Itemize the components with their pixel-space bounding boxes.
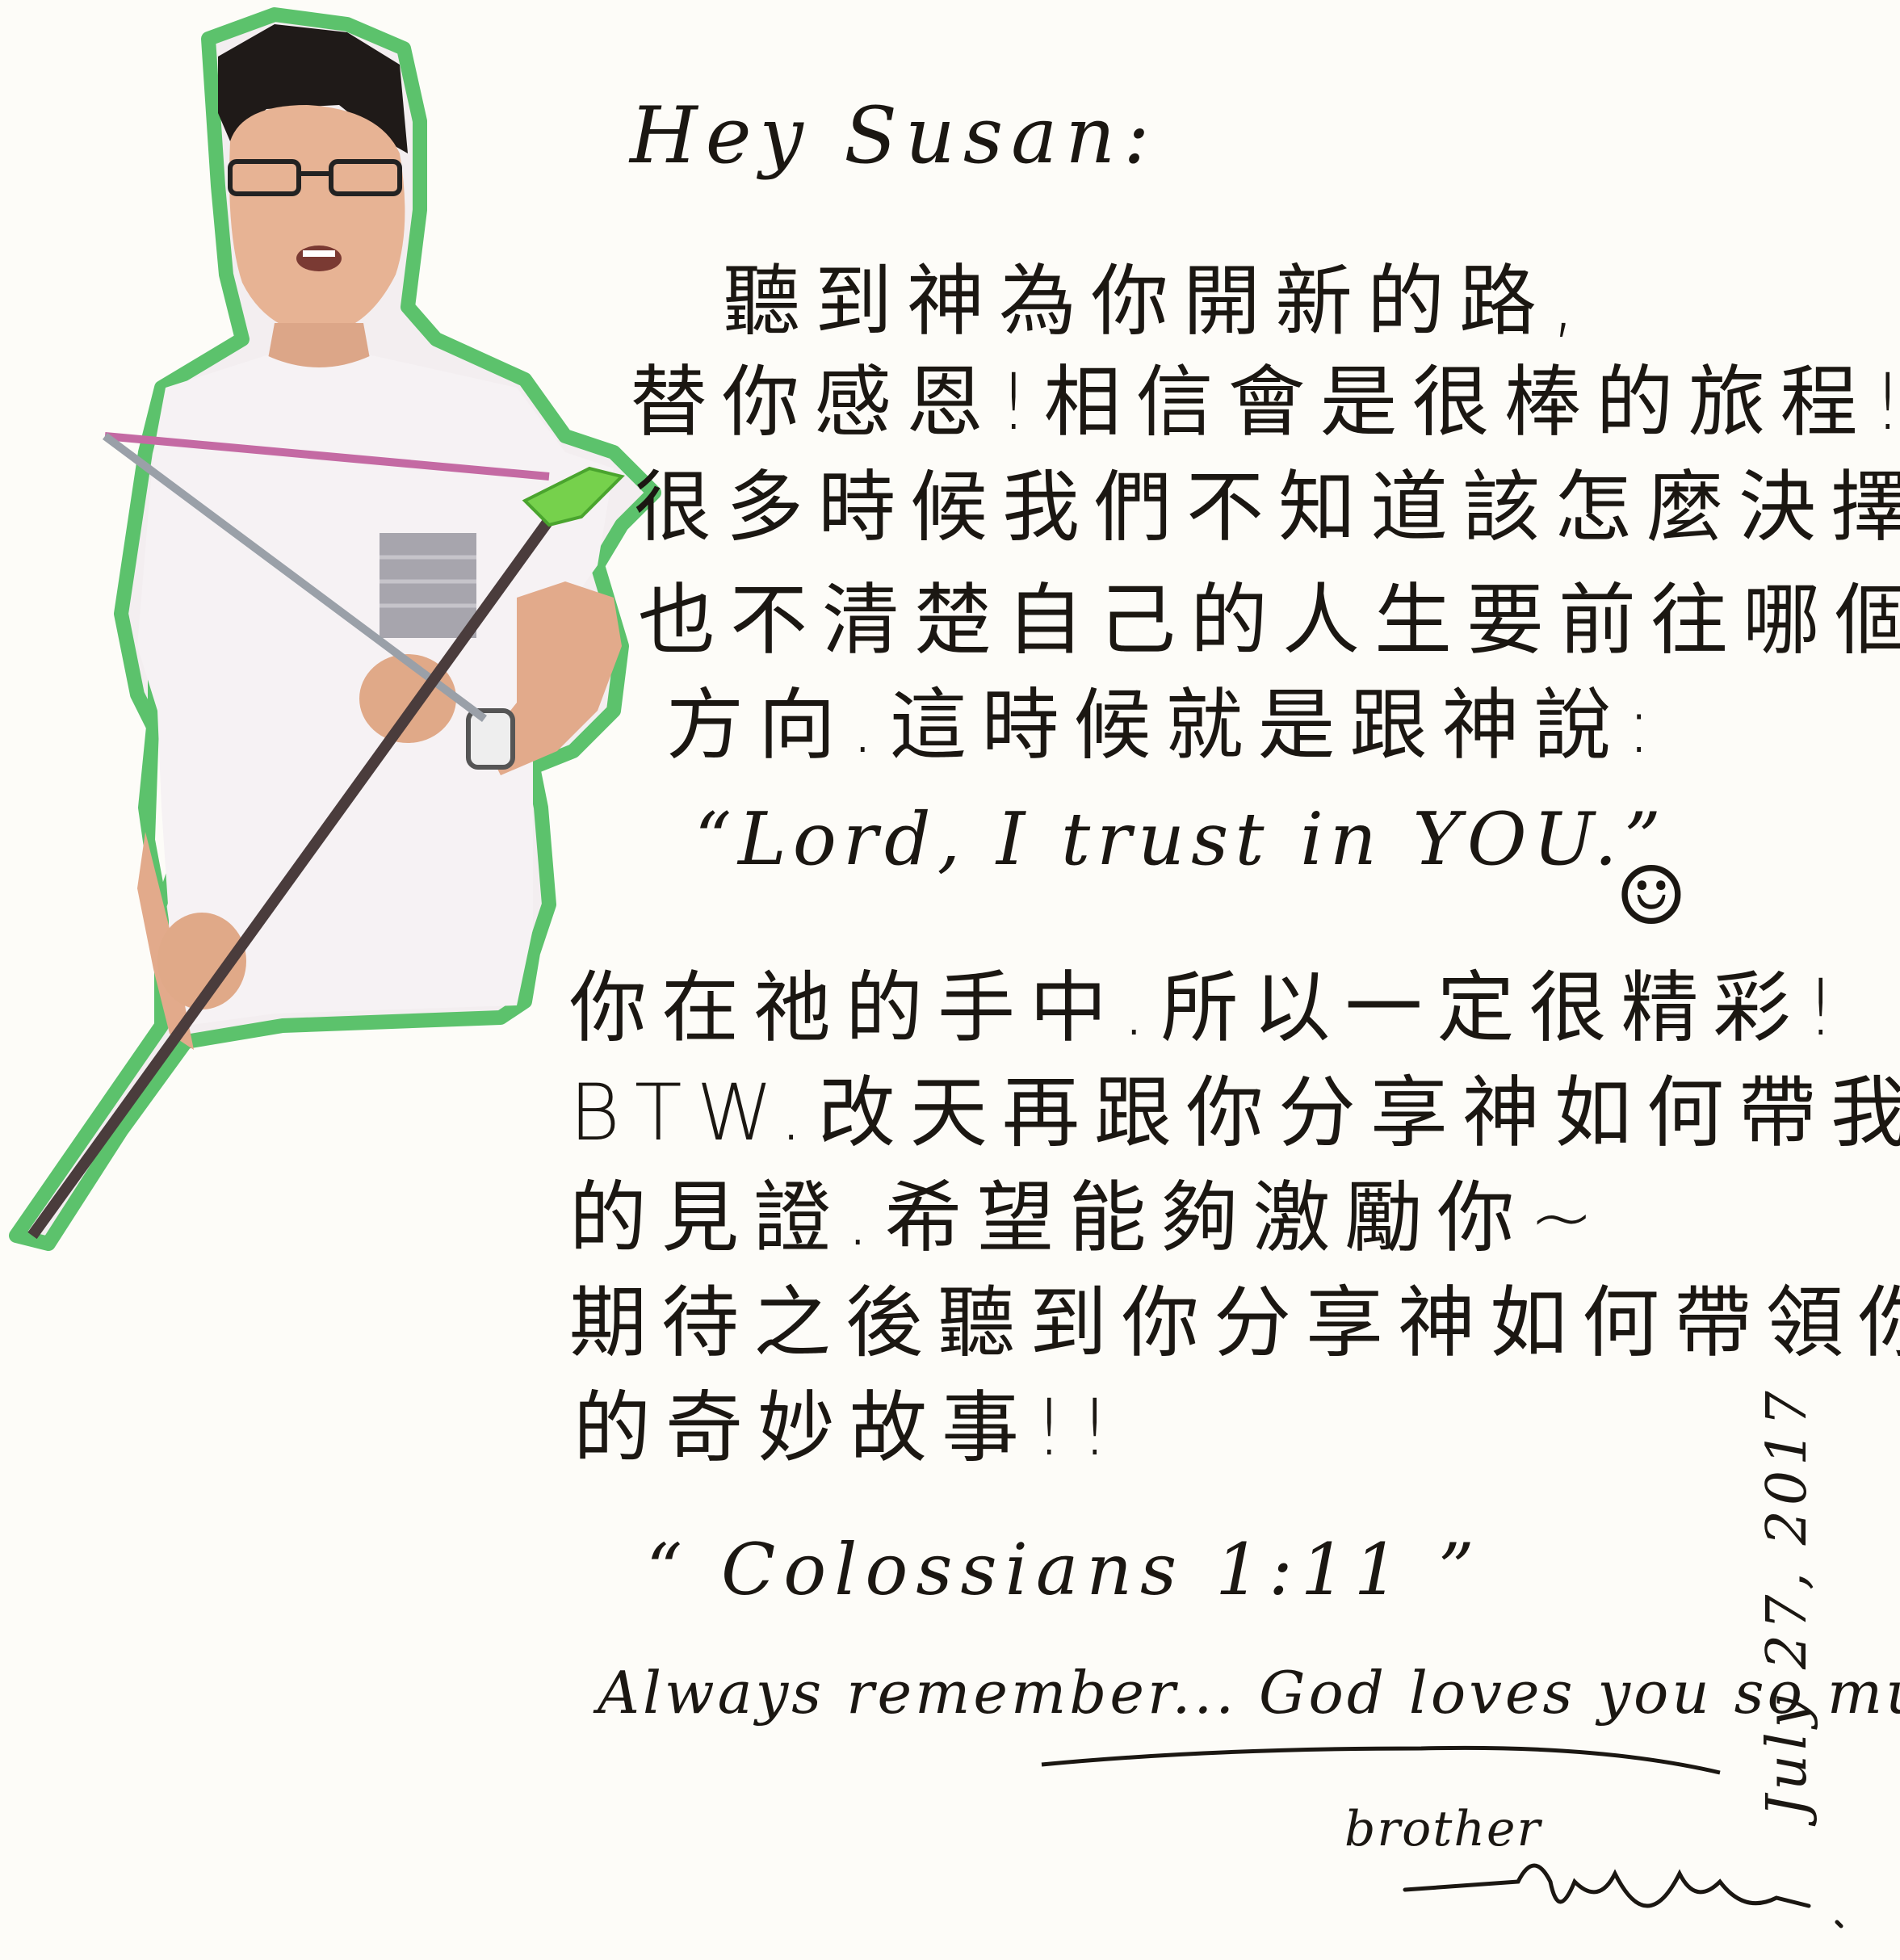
watch	[466, 708, 515, 770]
mouth	[296, 246, 342, 271]
face	[229, 105, 405, 335]
letter-line-9: 期待之後聽到你分享神如何帶領你	[569, 1278, 1900, 1368]
greeting: Hey Susan:	[630, 90, 1158, 181]
smiley-face: ☺	[1615, 849, 1692, 943]
letter-line-3: 很多時候我們不知道該怎麼決擇.	[634, 462, 1900, 552]
signature-scribble	[1403, 1863, 1843, 1929]
person-photo	[9, 7, 661, 1251]
letter-line-4: 也不清楚自己的人生要前往哪個	[638, 575, 1900, 665]
letter-line-1: 聽到神為你開新的路,	[723, 256, 1591, 346]
letter-line-10: 的奇妙故事!!	[573, 1383, 1125, 1473]
left-hand	[157, 913, 246, 1009]
trust-quote: “Lord, I trust in YOU.”	[694, 797, 1667, 882]
signoff-brother: brother	[1344, 1801, 1542, 1857]
glasses-right	[329, 159, 402, 196]
underline-stroke	[1041, 1745, 1721, 1775]
letter-line-5: 方向.這時候就是跟神說:	[666, 680, 1667, 770]
reacher-grip	[522, 466, 625, 527]
letter-line-8: 的見證.希望能夠激勵你~	[569, 1173, 1608, 1263]
letter-line-6: 你在祂的手中.所以一定很精彩!	[569, 963, 1851, 1053]
bible-verse: “ Colossians 1:11 ”	[646, 1528, 1483, 1611]
reacher-tool	[104, 432, 550, 481]
letter-date: July 27, 2017	[1755, 1386, 1819, 1817]
letter-line-7: BTW.改天再跟你分享神如何帶我來美國	[569, 1068, 1900, 1158]
letter-line-2: 替你感恩!相信會是很棒的旅程!	[630, 357, 1900, 447]
closing-line: Always remember... God loves you so much…	[598, 1659, 1900, 1727]
glasses-left	[228, 159, 301, 196]
shirt-pocket	[380, 533, 476, 638]
